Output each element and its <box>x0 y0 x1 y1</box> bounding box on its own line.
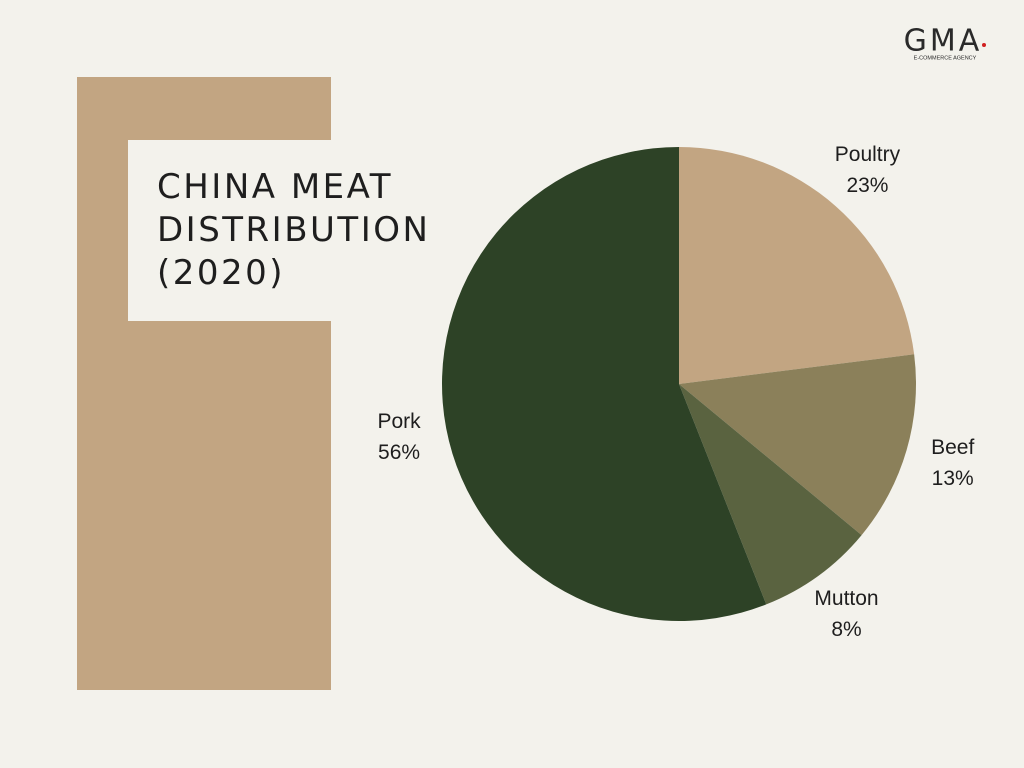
slice-value-label: 23% <box>846 174 888 197</box>
slice-label: Poultry <box>835 143 901 166</box>
slice-label: Pork <box>377 410 421 433</box>
pie-slice <box>442 146 767 621</box>
pie-slice <box>679 354 916 536</box>
pie-slice <box>679 147 915 384</box>
logo-dot <box>982 43 986 47</box>
logo-tagline: E-COMMERCE AGENCY <box>914 55 977 61</box>
pie: Poultry 23% Beef 13% Mutton 8% Pork 56% <box>377 143 974 641</box>
slice-label: Mutton <box>814 587 878 610</box>
slice-label: Beef <box>931 436 974 459</box>
slice-value-label: 56% <box>378 441 420 464</box>
title-box <box>128 140 331 321</box>
slice-value-label: 13% <box>932 467 974 490</box>
chart-title: CHINA MEAT DISTRIBUTION (2020) <box>157 167 431 293</box>
logo-name: GMA <box>904 24 983 59</box>
slice-value-label: 8% <box>831 618 861 641</box>
pie-slice <box>679 384 862 605</box>
